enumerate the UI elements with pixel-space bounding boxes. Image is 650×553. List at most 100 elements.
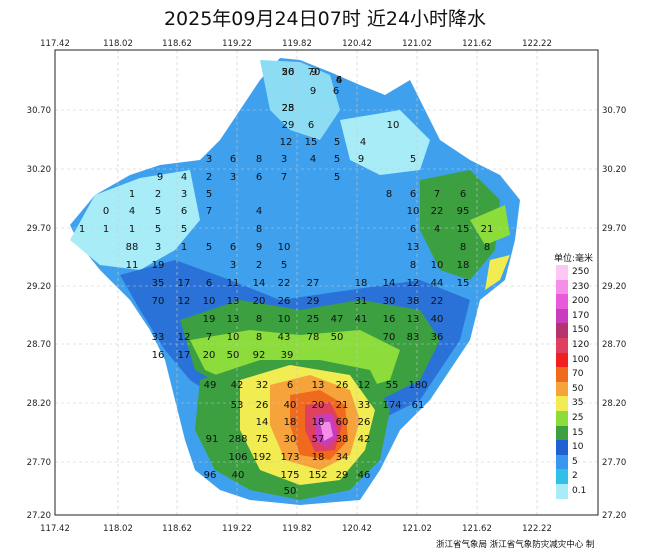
station-value: 26 [358, 417, 371, 428]
legend-item: 200 [556, 294, 616, 309]
station-value: 10 [278, 242, 291, 253]
station-value: 9 [256, 242, 262, 253]
lon-tick-label: 119.82 [282, 524, 312, 534]
lon-tick-label: 118.02 [103, 524, 133, 534]
station-value: 6 [333, 86, 339, 97]
station-value: 19 [152, 260, 165, 271]
station-value: 10 [431, 260, 444, 271]
province-fill [70, 58, 520, 505]
lat-tick-label: 28.70 [602, 340, 626, 350]
station-value: 173 [280, 452, 299, 463]
station-value: 18 [355, 278, 368, 289]
legend-label: 25 [572, 413, 584, 423]
station-value: 75 [256, 434, 269, 445]
station-value: 3 [206, 154, 212, 165]
station-value: 13 [407, 314, 420, 325]
station-value: 6 [308, 120, 314, 131]
station-value: 36 [431, 332, 444, 343]
station-value: 3 [155, 242, 161, 253]
lon-tick-label: 120.42 [342, 524, 372, 534]
station-value: 13 [407, 242, 420, 253]
station-value: 95 [457, 206, 470, 217]
lon-tick-label: 120.42 [342, 39, 372, 49]
station-value: 96 [204, 470, 217, 481]
station-value: 3 [181, 189, 187, 200]
legend-item: 70 [556, 367, 616, 382]
legend-swatch [556, 411, 568, 426]
station-value: 10 [203, 296, 216, 307]
lat-tick-label: 27.20 [27, 511, 51, 521]
station-value: 6 [336, 75, 342, 86]
station-value: 49 [204, 380, 217, 391]
station-value: 38 [407, 296, 420, 307]
station-value: 50 [284, 486, 297, 497]
station-value: 14 [256, 417, 269, 428]
station-value: 17 [178, 278, 191, 289]
lat-tick-label: 28.20 [602, 399, 626, 409]
station-value: 8 [410, 260, 416, 271]
longitude-ticks-bottom: 117.42 118.02 118.62 119.22 119.82 120.42 121.… [40, 524, 552, 534]
station-value: 15 [305, 137, 318, 148]
station-value: 175 [280, 470, 299, 481]
legend-swatch [556, 279, 568, 295]
station-value: 6 [410, 224, 416, 235]
station-value: 31 [355, 296, 368, 307]
legend-label: 170 [572, 310, 590, 321]
station-value: 70 [308, 67, 321, 78]
station-value: 8 [256, 314, 262, 325]
station-value: 16 [152, 350, 165, 361]
station-value: 8 [484, 242, 490, 253]
station-value: 15 [457, 278, 470, 289]
lon-tick-label: 117.42 [40, 524, 70, 534]
station-value: 1 [129, 224, 135, 235]
lon-tick-label: 121.62 [462, 39, 492, 49]
legend-swatch [556, 396, 568, 411]
station-value: 13 [227, 314, 240, 325]
credit-text: 浙江省气象局 浙江省气象防灾减灾中心 制 [436, 540, 595, 550]
station-value: 4 [181, 172, 187, 183]
legend-swatch [556, 381, 568, 397]
station-value: 180 [408, 380, 427, 391]
station-value: 14 [253, 278, 266, 289]
legend-label: 230 [572, 281, 590, 292]
station-value: 92 [253, 350, 266, 361]
legend-label: 15 [572, 427, 584, 438]
station-value: 2 [256, 260, 262, 271]
station-value: 15 [457, 224, 470, 235]
legend-swatch [556, 367, 568, 382]
station-value: 56 [282, 67, 295, 78]
station-value: 1 [129, 189, 135, 200]
station-value: 32 [256, 380, 269, 391]
station-value: 26 [336, 380, 349, 391]
station-value: 5 [410, 154, 416, 165]
station-value: 41 [355, 314, 368, 325]
station-value: 3 [281, 154, 287, 165]
station-value: 12 [358, 380, 371, 391]
station-value: 1 [79, 224, 85, 235]
station-value: 8 [256, 332, 262, 343]
station-value: 5 [334, 172, 340, 183]
station-value: 18 [284, 417, 297, 428]
lat-tick-label: 29.70 [602, 224, 626, 234]
station-value: 106 [228, 452, 247, 463]
station-value: 7 [434, 189, 440, 200]
station-value: 20 [282, 67, 295, 78]
lon-tick-label: 118.02 [103, 39, 133, 49]
station-value: 2 [206, 172, 212, 183]
legend-swatch [556, 425, 568, 441]
lat-tick-label: 27.70 [602, 458, 626, 468]
legend-item: 230 [556, 279, 616, 295]
station-value: 10 [278, 314, 291, 325]
lon-tick-label: 122.22 [522, 39, 552, 49]
station-value: 6 [410, 189, 416, 200]
station-value: 22 [431, 296, 444, 307]
station-value: 4 [360, 137, 366, 148]
legend-item: 50 [556, 381, 616, 397]
station-value: 50 [331, 332, 344, 343]
legend-swatch [556, 469, 568, 484]
station-value: 6 [256, 172, 262, 183]
legend-swatch [556, 440, 568, 455]
station-value: 10 [387, 120, 400, 131]
lat-tick-label: 28.20 [27, 399, 51, 409]
legend-label: 200 [572, 296, 590, 307]
